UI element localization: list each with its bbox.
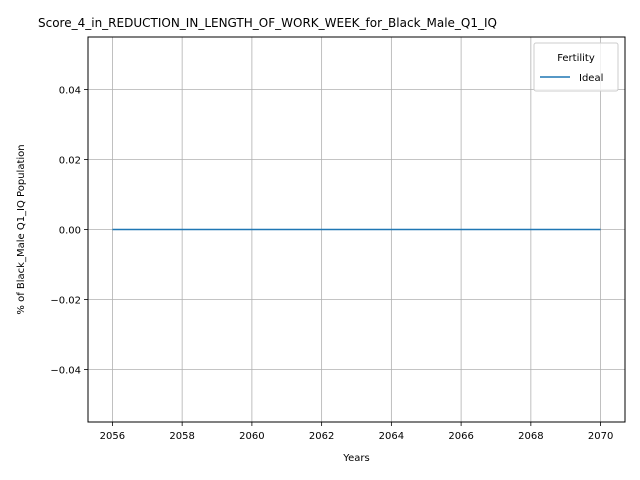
x-tick-label: 2060	[239, 431, 264, 442]
x-tick-label: 2066	[448, 431, 473, 442]
y-axis-ticks: −0.04 −0.02 0.00 0.02 0.04	[50, 86, 88, 377]
y-tick-label: 0.04	[59, 86, 81, 97]
legend-label-ideal: Ideal	[579, 73, 603, 84]
y-tick-label: −0.02	[50, 296, 81, 307]
x-tick-label: 2064	[379, 431, 404, 442]
x-tick-label: 2056	[100, 431, 125, 442]
y-tick-label: 0.02	[59, 156, 81, 167]
y-tick-label: 0.00	[59, 226, 81, 237]
legend: Fertility Ideal	[533, 42, 619, 92]
legend-title: Fertility	[557, 53, 595, 64]
x-tick-label: 2068	[518, 431, 543, 442]
x-axis-label: Years	[342, 453, 369, 464]
y-axis-label: % of Black_Male Q1_IQ Population	[16, 144, 27, 314]
x-tick-label: 2070	[588, 431, 613, 442]
chart-title: Score_4_in_REDUCTION_IN_LENGTH_OF_WORK_W…	[38, 16, 497, 30]
x-tick-label: 2058	[169, 431, 194, 442]
x-tick-label: 2062	[309, 431, 334, 442]
y-tick-label: −0.04	[50, 366, 81, 377]
legend-box	[533, 42, 619, 92]
x-axis-ticks: 2056 2058 2060 2062 2064 2066 2068 2070	[100, 422, 613, 442]
